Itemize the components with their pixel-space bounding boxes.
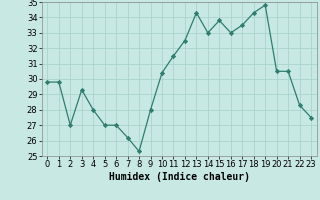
X-axis label: Humidex (Indice chaleur): Humidex (Indice chaleur) — [109, 172, 250, 182]
